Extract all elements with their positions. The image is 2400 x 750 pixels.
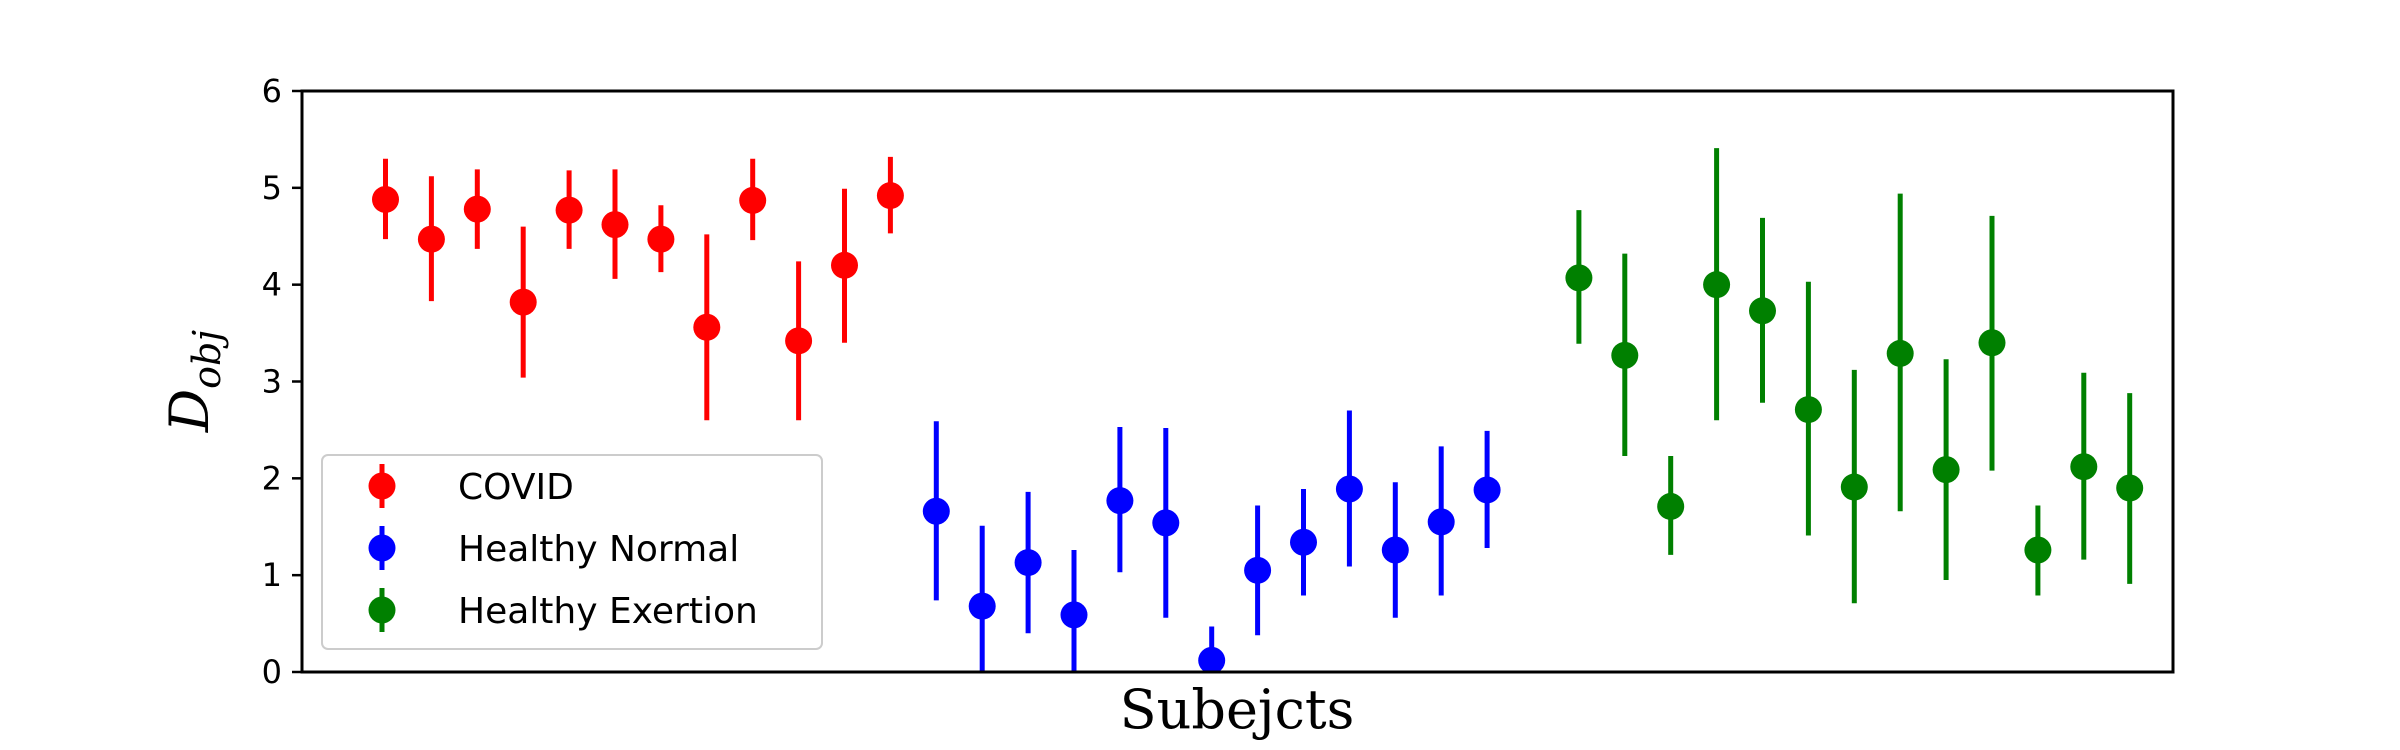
y-axis-label-group: Dobj: [158, 330, 229, 434]
legend-marker: [368, 472, 396, 500]
data-point: [1794, 396, 1822, 424]
legend-item-1: Healthy Normal: [368, 526, 739, 570]
series-1: [922, 410, 1501, 672]
legend: COVID Healthy Normal Healthy Exertion: [321, 454, 823, 650]
series-2: [1565, 148, 2144, 604]
y-tick-label: 1: [262, 556, 282, 594]
data-point: [601, 211, 629, 239]
y-tick-label: 6: [262, 72, 282, 110]
y-tick-label: 0: [262, 653, 282, 691]
data-point: [2070, 453, 2098, 481]
data-point: [1886, 339, 1914, 367]
data-point: [463, 195, 491, 223]
data-point: [1198, 646, 1226, 672]
data-point: [876, 182, 904, 210]
data-point: [1749, 297, 1776, 325]
y-tick-label: 4: [262, 266, 282, 304]
y-axis: 0 1 2 3 4 5 6: [262, 72, 302, 691]
data-point: [1427, 508, 1455, 536]
data-point: [1244, 556, 1272, 584]
data-point: [372, 185, 399, 213]
legend-marker: [368, 596, 396, 624]
data-point: [555, 196, 583, 224]
data-point: [647, 225, 675, 253]
legend-box: [321, 454, 823, 650]
data-point: [2116, 474, 2144, 502]
y-axis-label-main: D: [158, 389, 221, 433]
legend-item-2: Healthy Exertion: [368, 588, 758, 632]
data-point: [1335, 475, 1363, 503]
data-point: [831, 251, 858, 279]
data-point: [509, 288, 537, 316]
data-point: [1290, 528, 1317, 556]
y-tick-label: 2: [262, 459, 282, 497]
legend-label: COVID: [458, 467, 574, 508]
data-point: [1473, 476, 1501, 504]
data-point: [922, 497, 950, 525]
y-tick-label: 3: [262, 363, 282, 401]
data-point: [1152, 509, 1180, 537]
legend-item-0: COVID: [368, 464, 574, 508]
data-point: [1565, 264, 1593, 292]
legend-label: Healthy Normal: [458, 529, 739, 570]
data-point: [417, 225, 445, 253]
y-axis-label: Dobj: [158, 330, 229, 434]
data-point: [785, 327, 813, 355]
data-point: [1060, 601, 1088, 629]
data-point: [739, 186, 767, 214]
data-point: [1978, 329, 2006, 357]
data-point: [1840, 473, 1868, 501]
data-point: [1932, 456, 1960, 484]
series-0: [372, 156, 904, 421]
x-axis-label: Subejcts: [1120, 678, 1355, 741]
data-point: [693, 313, 721, 341]
chart-marks: [372, 148, 2144, 672]
data-point: [2024, 536, 2052, 564]
data-point: [1381, 536, 1409, 564]
legend-marker: [368, 534, 396, 562]
data-point: [1611, 341, 1639, 369]
data-point: [1106, 487, 1134, 515]
data-point: [1657, 492, 1685, 520]
y-tick-label: 5: [262, 169, 282, 207]
data-point: [1014, 549, 1042, 577]
y-axis-label-subscript: obj: [185, 330, 229, 389]
legend-label: Healthy Exertion: [458, 591, 758, 632]
data-point: [1703, 271, 1731, 299]
data-point: [968, 592, 996, 620]
